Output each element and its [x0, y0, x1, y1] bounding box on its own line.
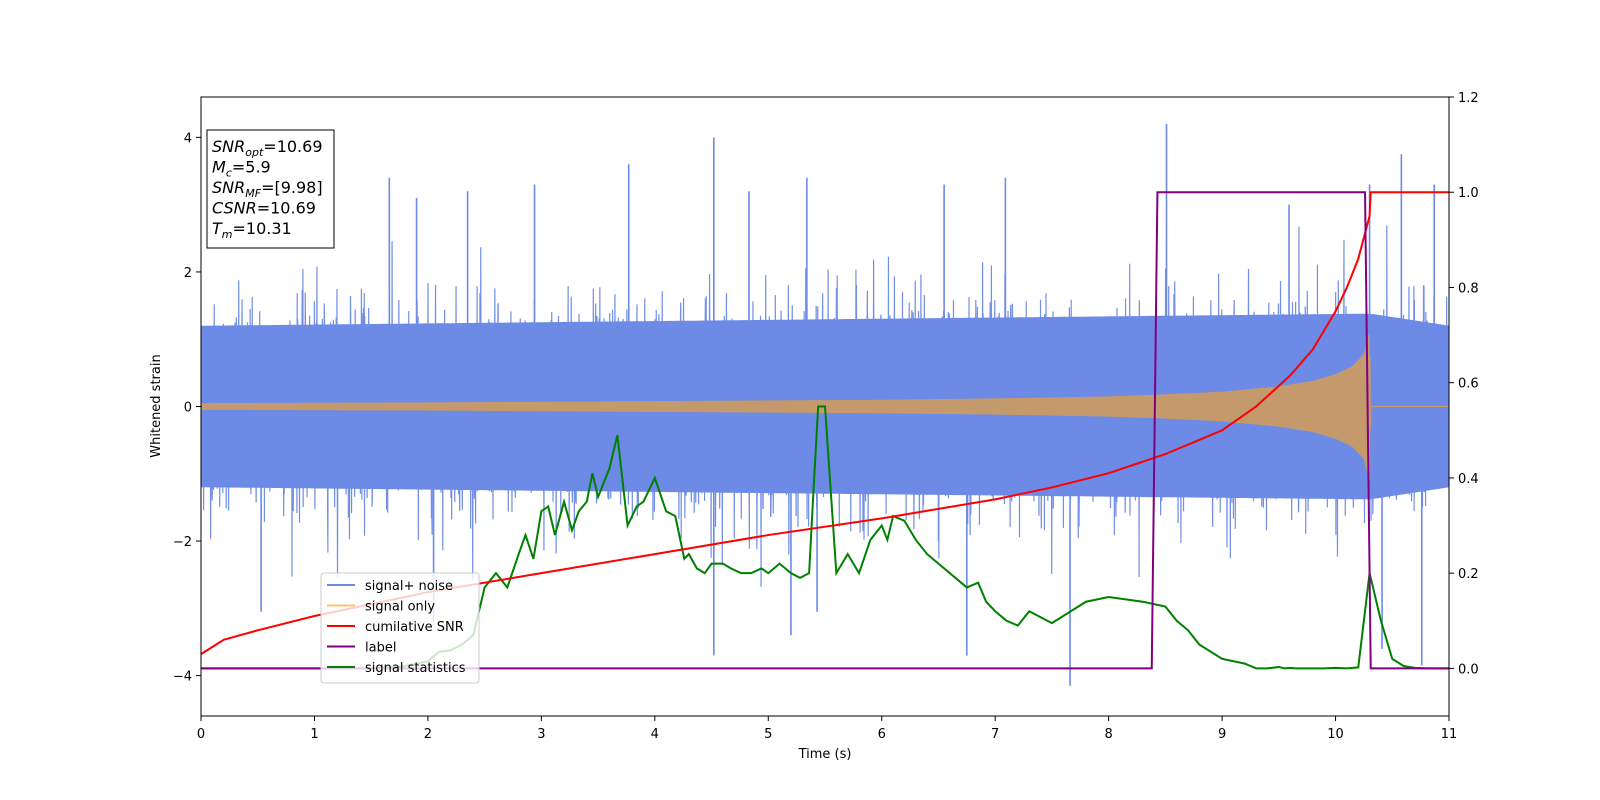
x-tick-label: 7: [991, 727, 999, 742]
legend-frame: [320, 572, 480, 684]
legend-label: label: [365, 641, 396, 656]
label-line: [201, 191, 1449, 670]
x-tick-label: 9: [1218, 727, 1226, 742]
legend-label: cumilative SNR: [365, 620, 464, 635]
x-tick-label: 5: [764, 727, 772, 742]
y2-tick-label: 1.0: [1458, 186, 1479, 201]
y2-tick-label: 0.4: [1458, 472, 1479, 487]
legend-label: signal only: [365, 600, 435, 615]
y2-tick-label: 0.8: [1458, 281, 1479, 296]
signal-statistics-line: [201, 405, 1449, 670]
info-line-snr-mf: SNRMF=[9.98]: [212, 178, 323, 200]
info-box: SNRopt=10.69Mc=5.9SNRMF=[9.98]CSNR=10.69…: [206, 129, 335, 249]
x-tick-label: 6: [878, 727, 886, 742]
y2-tick-label: 1.2: [1458, 91, 1479, 106]
legend: signal+ noise signal only cumilative SNR la…: [320, 572, 480, 684]
signal-only-series: [201, 334, 1449, 481]
info-box-frame: [206, 129, 335, 249]
x-tick-label: 4: [651, 727, 659, 742]
x-tick-label: 0: [197, 727, 205, 742]
axes: 0 1 2 3 4 5 6 7 8 9 10 11 −4 −2 0 2 4 0.0 0.2 0.4 0.6 0.8 1.0 1…: [173, 91, 1479, 742]
signal-only-trace: [201, 334, 1449, 481]
y2-tick-label: 0.2: [1458, 567, 1479, 582]
x-tick-label: 3: [537, 727, 545, 742]
info-line-mc: Mc=5.9: [212, 158, 271, 180]
y-tick-label: 0: [184, 401, 192, 416]
y-tick-label: 2: [184, 266, 192, 281]
x-tick-label: 11: [1441, 727, 1458, 742]
x-axis-title: Time (s): [798, 747, 852, 762]
legend-label: signal statistics: [365, 661, 466, 676]
x-tick-label: 8: [1104, 727, 1112, 742]
y2-tick-label: 0.6: [1458, 377, 1479, 392]
y2-tick-label: 0.0: [1458, 662, 1479, 677]
info-line-csnr: CSNR=10.69: [212, 199, 316, 218]
y-tick-label: 4: [184, 131, 192, 146]
y-tick-label: −2: [173, 535, 192, 550]
x-tick-label: 2: [424, 727, 432, 742]
x-tick-label: 1: [310, 727, 318, 742]
info-line-tm: Tm=10.31: [212, 219, 292, 241]
x-tick-label: 10: [1327, 727, 1344, 742]
y-axis-title: Whitened strain: [149, 354, 164, 457]
y-tick-label: −4: [173, 670, 192, 685]
info-line-snr-opt: SNRopt=10.69: [212, 137, 323, 159]
legend-label: signal+ noise: [365, 579, 453, 594]
